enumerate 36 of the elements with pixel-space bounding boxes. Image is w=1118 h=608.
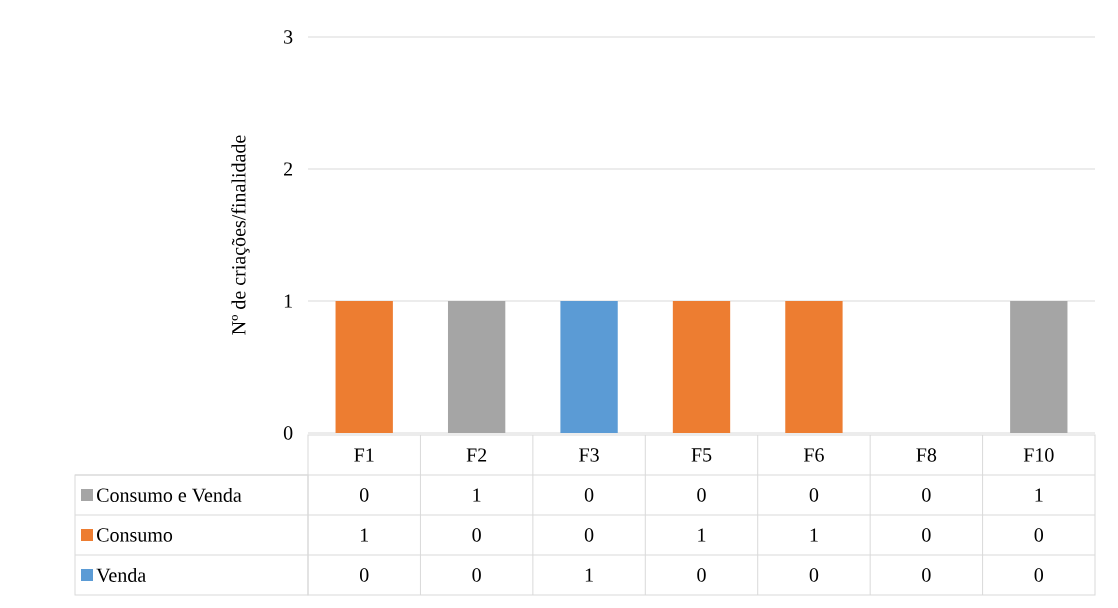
data-label: 0 xyxy=(697,488,706,502)
y-tick-label: 1 xyxy=(284,294,292,308)
x-tick-label: F3 xyxy=(579,448,599,462)
data-label: 0 xyxy=(1034,568,1044,582)
legend-label: Consumo xyxy=(97,528,173,542)
x-tick-label: F1 xyxy=(354,448,374,462)
data-label: 1 xyxy=(473,488,481,502)
data-label: 0 xyxy=(584,488,594,502)
data-label: 0 xyxy=(697,568,706,582)
y-tick-label: 2 xyxy=(284,162,293,176)
y-axis-title: Nº de criações/finalidade xyxy=(231,135,250,335)
data-label: 0 xyxy=(472,528,481,542)
x-tick-label: F5 xyxy=(691,448,712,462)
data-label: 0 xyxy=(472,568,481,582)
data-label: 0 xyxy=(359,488,369,502)
data-label: 0 xyxy=(359,568,369,582)
x-tick-label: F2 xyxy=(466,448,487,462)
data-label: 0 xyxy=(1034,528,1044,542)
data-label: 0 xyxy=(922,528,931,542)
legend-label: Venda xyxy=(96,567,146,583)
y-tick-label: 3 xyxy=(284,30,293,44)
x-tick-label: F10 xyxy=(1023,448,1054,462)
data-label: 1 xyxy=(1035,488,1043,502)
data-label: 1 xyxy=(360,528,369,542)
x-tick-label: F6 xyxy=(803,448,824,462)
data-label: 1 xyxy=(698,528,706,542)
data-label: 1 xyxy=(585,568,593,582)
data-label: 0 xyxy=(809,488,819,502)
data-label: 0 xyxy=(809,568,819,582)
data-label: 1 xyxy=(810,528,818,542)
legend-label: Consumo e Venda xyxy=(97,487,242,503)
x-tick-label: F8 xyxy=(916,448,937,462)
data-label: 0 xyxy=(922,488,931,502)
y-tick-label: 0 xyxy=(283,426,293,440)
data-label: 0 xyxy=(922,568,931,582)
data-label: 0 xyxy=(584,528,594,542)
